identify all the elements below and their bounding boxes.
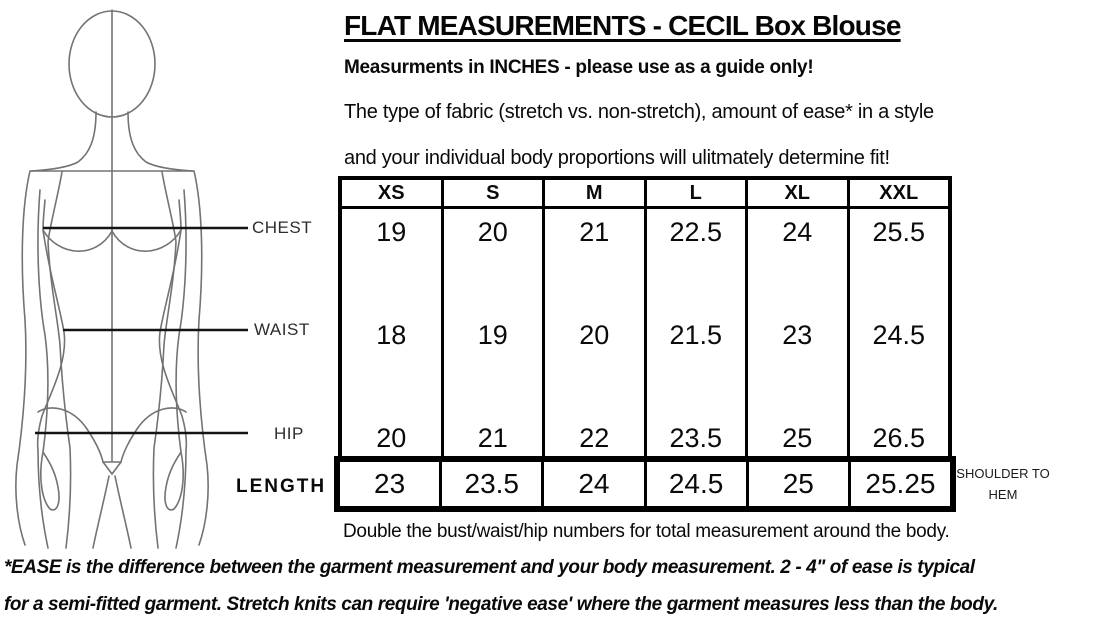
size-header-row: XS S M L XL XXL [338,176,952,209]
size-column-s: 20 19 21 [444,209,545,456]
chest-value: 21 [579,217,610,247]
hip-value: 26.5 [872,423,926,453]
size-column-xl: 24 23 25 [748,209,850,456]
size-column-xxl: 25.5 24.5 26.5 [850,209,949,456]
chest-value: 20 [477,217,508,247]
page-title: FLAT MEASUREMENTS - CECIL Box Blouse [344,10,901,41]
waist-value: 18 [376,320,407,350]
waist-value: 23 [782,320,813,350]
shoulder-to-hem-line1: SHOULDER TO [956,466,1050,481]
length-value: 25 [749,462,851,506]
length-value: 24.5 [647,462,749,506]
size-header-cell: XS [342,180,444,206]
length-value: 23.5 [442,462,545,506]
page-subtitle: Measurments in INCHES - please use as a … [344,57,814,78]
size-header-cell: XL [748,180,850,206]
hip-value: 21 [477,423,508,453]
intro-text-line1: The type of fabric (stretch vs. non-stre… [344,101,934,123]
waist-value: 19 [477,320,508,350]
length-value: 24 [544,462,647,506]
hip-value: 23.5 [669,423,723,453]
chest-value: 24 [782,217,813,247]
size-header-cell: XXL [879,181,919,204]
size-header-cell: L [647,180,748,206]
waist-value: 24.5 [872,320,926,350]
size-column-xs: 19 18 20 [342,209,444,456]
intro-text-line2: and your individual body proportions wil… [344,147,890,169]
ease-note-line2: for a semi-fitted garment. Stretch knits… [4,594,998,615]
table-footnote: Double the bust/waist/hip numbers for to… [343,521,950,542]
chest-value: 19 [376,217,407,247]
waist-value: 21.5 [669,320,723,350]
body-figure-illustration [15,9,248,549]
chest-value: 22.5 [669,217,723,247]
hip-value: 25 [782,423,813,453]
size-column-m: 21 20 22 [545,209,647,456]
shoulder-to-hem-line2: HEM [988,487,1018,502]
size-body-rows: 19 18 20 20 19 21 21 20 22 22.5 21.5 23.… [338,209,952,456]
waist-value: 20 [579,320,610,350]
size-column-l: 22.5 21.5 23.5 [647,209,748,456]
length-value: 23 [340,462,443,506]
chest-value: 25.5 [872,217,926,247]
size-chart-table: XS S M L XL XXL 19 18 20 20 19 21 21 20 … [334,176,956,512]
waist-label: WAIST [254,320,310,339]
length-row: 23 23.5 24 24.5 25 25.25 [334,456,956,512]
size-header-cell: M [545,180,647,206]
length-value: 25.25 [865,468,936,499]
hip-value: 22 [579,423,610,453]
length-label: LENGTH [236,476,327,497]
size-header-cell: S [444,180,545,206]
ease-note-line1: *EASE is the difference between the garm… [4,557,975,578]
shoulder-to-hem-note: SHOULDER TO HEM [953,463,1053,505]
hip-label: HIP [274,424,304,443]
hip-value: 20 [376,423,407,453]
chest-label: CHEST [252,218,313,237]
